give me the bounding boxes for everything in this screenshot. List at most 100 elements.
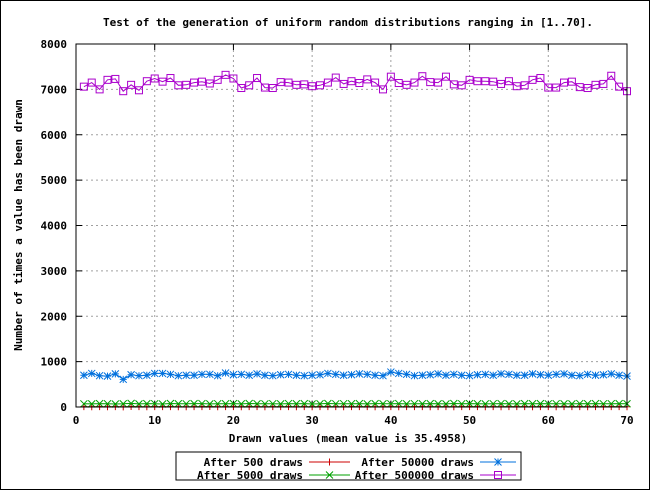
data-point — [142, 371, 151, 380]
data-point — [80, 371, 88, 380]
y-tick-label: 3000 — [41, 265, 68, 278]
data-point — [166, 399, 175, 408]
data-point — [284, 78, 293, 87]
series-line — [83, 402, 628, 405]
data-point — [150, 369, 159, 378]
data-point — [505, 399, 513, 408]
data-point — [489, 399, 498, 408]
data-point — [182, 399, 191, 408]
data-point — [528, 399, 537, 408]
y-axis-label: Number of times a value has been drawn — [12, 99, 25, 351]
data-point — [607, 370, 616, 378]
data-point — [316, 81, 325, 90]
data-point — [174, 399, 183, 408]
data-point — [560, 78, 569, 87]
data-point — [544, 371, 553, 380]
data-point — [221, 369, 230, 377]
data-point — [182, 371, 191, 380]
data-point — [331, 73, 340, 82]
data-point — [418, 399, 427, 408]
data-point — [363, 75, 372, 84]
data-point — [284, 399, 293, 408]
data-point — [213, 371, 222, 380]
data-point — [197, 77, 206, 86]
data-point — [426, 399, 435, 408]
data-point — [134, 86, 143, 95]
data-point — [111, 74, 120, 83]
y-tick-label: 6000 — [41, 129, 68, 142]
data-point — [520, 399, 529, 408]
data-point — [442, 400, 450, 408]
data-point — [473, 370, 482, 379]
data-point — [442, 371, 450, 380]
data-point — [615, 82, 624, 91]
legend-label: After 500 draws — [204, 456, 303, 469]
data-point — [166, 74, 175, 83]
data-point — [434, 399, 442, 408]
series-2 — [80, 399, 631, 408]
data-point — [150, 399, 159, 408]
data-point — [347, 77, 356, 86]
data-point — [300, 371, 309, 380]
data-point — [489, 371, 498, 380]
data-point — [560, 370, 568, 378]
axis-ticks: 0 1000 2000 3000 4000 5000 6000 7000 8000 0 10 20 30… — [41, 38, 634, 427]
data-point — [205, 370, 214, 379]
data-point — [371, 399, 379, 408]
data-point — [331, 370, 340, 379]
data-point — [552, 399, 561, 408]
data-point — [198, 399, 206, 408]
data-point — [394, 369, 403, 378]
data-point — [79, 82, 88, 91]
data-point — [174, 371, 183, 380]
data-point — [158, 77, 167, 86]
data-point — [520, 371, 529, 380]
data-point — [103, 399, 112, 408]
data-point — [481, 370, 490, 379]
data-point — [339, 399, 348, 408]
data-point — [607, 71, 616, 80]
data-point — [426, 370, 435, 379]
data-point — [583, 84, 592, 93]
data-point — [253, 370, 261, 378]
data-point — [87, 400, 96, 408]
data-point — [190, 371, 198, 380]
data-point — [497, 370, 505, 378]
data-point — [127, 399, 135, 408]
data-point — [324, 399, 332, 408]
data-point — [87, 78, 96, 87]
legend-marker — [325, 471, 334, 479]
data-point — [174, 81, 183, 90]
data-point — [111, 400, 120, 408]
data-point — [245, 399, 254, 408]
data-point — [261, 371, 269, 380]
data-point — [308, 400, 316, 408]
data-point — [95, 85, 104, 94]
data-point — [268, 399, 277, 408]
data-point — [150, 74, 159, 83]
legend-label: After 500000 draws — [355, 469, 474, 482]
data-point — [378, 85, 387, 94]
data-point — [567, 77, 576, 86]
data-point — [505, 370, 513, 379]
x-tick-label: 0 — [73, 414, 80, 427]
data-point — [410, 78, 419, 87]
y-tick-label: 5000 — [41, 174, 68, 187]
series-4 — [79, 70, 631, 96]
data-point — [426, 78, 435, 87]
data-point — [434, 78, 443, 87]
data-point — [347, 399, 356, 408]
data-point — [142, 77, 151, 86]
data-point — [190, 399, 198, 408]
data-point — [260, 83, 269, 92]
data-point — [528, 75, 537, 84]
data-point — [80, 399, 88, 408]
data-point — [119, 375, 128, 384]
grid — [76, 44, 627, 407]
data-point — [229, 370, 238, 379]
data-point — [497, 79, 506, 88]
data-point — [142, 399, 151, 408]
data-point — [292, 399, 301, 408]
